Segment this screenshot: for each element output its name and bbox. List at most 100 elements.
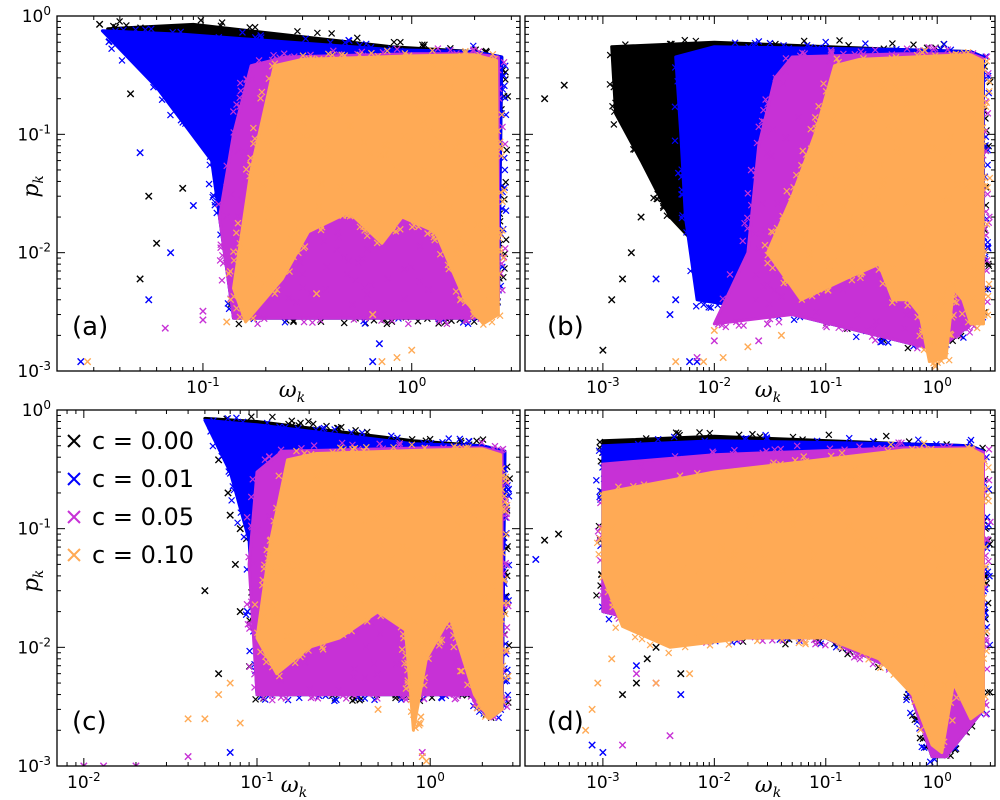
data-point	[396, 439, 404, 447]
data-point	[289, 101, 297, 108]
data-point	[201, 587, 209, 595]
data-point	[985, 445, 993, 453]
data-point	[980, 594, 987, 602]
data-point	[499, 198, 507, 206]
data-point	[941, 718, 949, 725]
data-point	[392, 163, 400, 171]
data-point	[122, 21, 130, 29]
data-point	[345, 37, 353, 45]
data-point	[393, 434, 401, 442]
data-point	[888, 134, 896, 142]
data-point	[496, 245, 504, 253]
data-point	[903, 311, 911, 319]
data-point	[729, 450, 737, 458]
x-tick-label: 10-2	[698, 770, 732, 793]
data-point	[384, 275, 392, 283]
data-point	[268, 663, 276, 671]
data-point	[503, 146, 511, 154]
data-point	[950, 293, 958, 301]
data-point	[782, 640, 789, 648]
data-point	[980, 66, 988, 74]
data-point	[234, 519, 241, 527]
data-point	[802, 151, 810, 158]
data-point	[894, 58, 902, 66]
data-point	[470, 571, 478, 579]
data-point	[377, 541, 384, 549]
data-point	[858, 606, 866, 614]
data-point	[706, 641, 714, 649]
data-point	[789, 521, 797, 529]
data-point	[452, 634, 460, 642]
data-point	[343, 611, 351, 619]
data-point	[941, 681, 949, 689]
data-point	[261, 456, 269, 464]
data-point	[918, 554, 925, 562]
data-point	[910, 41, 917, 49]
data-point	[227, 191, 235, 198]
data-point	[502, 559, 510, 567]
data-point	[312, 426, 320, 434]
data-point	[858, 268, 866, 276]
data-point	[986, 518, 994, 526]
data-point	[226, 748, 234, 757]
data-point	[733, 256, 741, 263]
data-point	[462, 444, 470, 452]
data-point	[714, 301, 722, 309]
data-point	[879, 280, 887, 288]
data-point	[378, 317, 385, 325]
data-point	[953, 181, 961, 188]
data-point	[643, 128, 651, 136]
data-point	[629, 482, 637, 490]
data-point	[659, 202, 667, 210]
data-point	[762, 96, 770, 104]
data-point	[446, 46, 454, 54]
data-point	[554, 530, 563, 538]
x-tick-exponent: 0	[944, 375, 952, 389]
data-point	[356, 41, 364, 49]
data-point	[234, 212, 241, 220]
data-point	[206, 153, 214, 161]
data-point	[732, 318, 740, 326]
data-point	[752, 171, 760, 179]
data-point	[681, 643, 689, 651]
x-axis-label: ωk	[279, 378, 305, 406]
data-point	[417, 713, 425, 721]
legend-label: c = 0.05	[92, 503, 194, 531]
data-point	[308, 319, 316, 326]
data-point	[744, 343, 752, 351]
data-point	[681, 36, 689, 44]
x-axis-symbol: ω	[755, 773, 773, 798]
data-point	[759, 449, 767, 457]
data-point	[792, 171, 800, 179]
data-point	[693, 353, 701, 362]
data-point	[402, 652, 410, 660]
data-point	[239, 466, 246, 474]
data-point	[257, 94, 264, 102]
x-tick-label: 10-3	[586, 375, 620, 398]
data-point	[442, 182, 450, 189]
data-point	[763, 514, 771, 522]
data-point	[671, 452, 679, 460]
data-point	[631, 633, 639, 641]
data-point	[939, 155, 947, 163]
data-point	[970, 263, 978, 271]
x-tick-label: 100	[923, 770, 952, 793]
x-tick-exponent: -3	[608, 375, 620, 389]
data-point	[216, 257, 224, 264]
data-point	[259, 48, 267, 56]
data-point	[703, 267, 711, 275]
data-point	[878, 81, 886, 89]
y-axis-subscript: k	[31, 570, 47, 578]
data-point	[588, 705, 596, 714]
data-point	[771, 446, 779, 454]
data-point	[291, 133, 299, 141]
data-point	[741, 593, 749, 601]
data-point	[866, 473, 874, 481]
data-point	[339, 631, 347, 639]
data-point	[594, 679, 602, 687]
data-point	[262, 658, 270, 666]
x-tick-label: 10-1	[809, 375, 843, 398]
data-point	[501, 244, 509, 252]
y-tick-label: 10-1	[17, 122, 51, 145]
data-point	[637, 213, 645, 221]
